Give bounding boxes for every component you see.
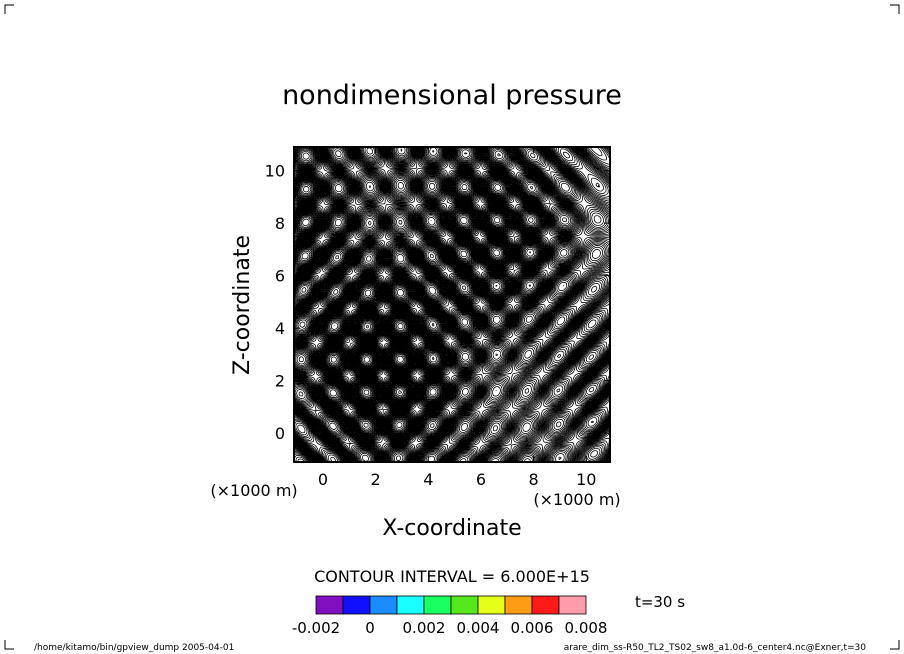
x-axis-label: X-coordinate [382,516,521,541]
contour-path [294,147,610,462]
colorbar-swatch [315,595,344,615]
footer-right: arare_dim_ss-R50_TL2_TS02_sw8_a1.0d-6_ce… [564,643,867,653]
x-units-right: (×1000 m) [533,490,620,509]
colorbar [315,595,587,615]
y-tick-label: 0 [275,424,285,443]
x-tick-label: 8 [529,470,539,489]
chart-title: nondimensional pressure [282,80,622,111]
footer-left: /home/kitamo/bin/gpview_dump 2005-04-01 [34,643,234,653]
colorbar-label: 0.008 [565,619,608,637]
contour-lines [294,147,610,462]
colorbar-label: 0.006 [511,619,554,637]
colorbar-swatch [531,595,560,615]
y-tick-label: 2 [275,372,285,391]
colorbar-label: -0.002 [292,619,340,637]
x-tick-label: 10 [576,470,596,489]
y-tick-label: 6 [275,267,285,286]
colorbar-swatch [504,595,533,615]
plot-frame [293,146,611,463]
y-tick-label: 10 [265,162,285,181]
x-axis-ticks: 0 2 4 6 8 10 [318,147,596,489]
colorbar-swatch [450,595,479,615]
colorbar-label: 0.004 [457,619,500,637]
colorbar-label: 0.002 [403,619,446,637]
colorbar-swatch [477,595,506,615]
y-tick-label: 4 [275,319,285,338]
colorbar-label: 0 [365,619,375,637]
x-tick-label: 6 [476,470,486,489]
contour-interval-label: CONTOUR INTERVAL = 6.000E+15 [314,567,590,586]
y-axis-label: Z-coordinate [230,235,255,375]
corner-marks [4,4,900,650]
colorbar-swatch [342,595,371,615]
x-tick-label: 4 [423,470,433,489]
x-units-left: (×1000 m) [210,481,297,500]
y-axis-ticks: 0 2 4 6 8 10 [265,162,610,443]
x-tick-label: 0 [318,470,328,489]
time-label: t=30 s [635,593,685,611]
y-tick-label: 8 [275,214,285,233]
colorbar-swatch [369,595,398,615]
colorbar-swatch [423,595,452,615]
colorbar-swatch [396,595,425,615]
x-tick-label: 2 [371,470,381,489]
colorbar-labels: -0.002 0 0.002 0.004 0.006 0.008 [292,619,608,637]
colorbar-swatch [558,595,587,615]
